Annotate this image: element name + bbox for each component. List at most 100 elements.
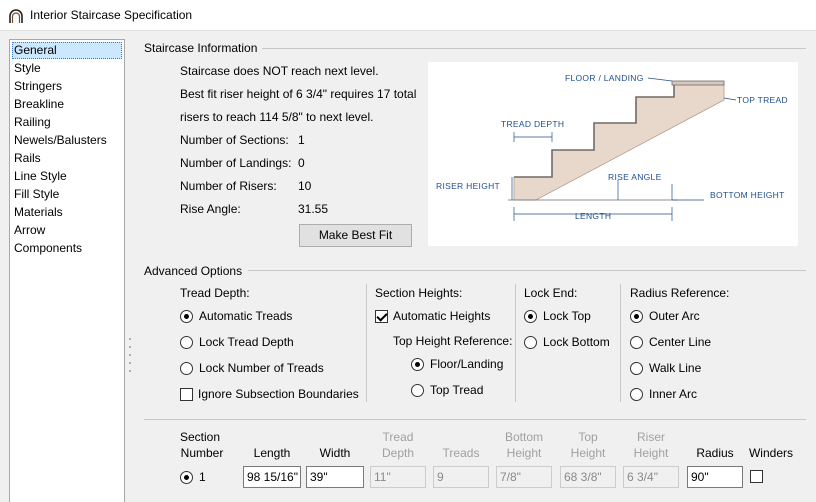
lock-number-of-treads-label[interactable]: Lock Number of Treads [199, 361, 324, 375]
diagram-rise-angle-label: RISE ANGLE [608, 172, 662, 182]
staircase-info-heading: Staircase Information [144, 41, 258, 55]
sidebar-item-materials[interactable]: Materials [14, 205, 63, 219]
status-message-line2: Best fit riser height of 6 3/4" requires… [180, 87, 417, 101]
divider [262, 48, 806, 49]
lock-tread-depth-radio[interactable] [180, 336, 193, 349]
divider [248, 270, 806, 271]
outer-arc-radio[interactable] [630, 310, 643, 323]
header-riser: Riser [636, 430, 665, 444]
center-line-label[interactable]: Center Line [649, 335, 712, 349]
window-title: Interior Staircase Specification [30, 8, 193, 22]
ignore-subsection-checkbox[interactable] [180, 388, 193, 401]
treads-input: 9 [433, 466, 489, 488]
section-1-radio[interactable] [180, 471, 193, 484]
title-bar: Interior Staircase Specification [0, 0, 816, 31]
diagram-floor-landing-label: FLOOR / LANDING [565, 73, 644, 83]
lock-tread-depth-label[interactable]: Lock Tread Depth [199, 335, 294, 349]
diagram-tread-depth-label: TREAD DEPTH [501, 119, 564, 129]
lock-number-of-treads-radio[interactable] [180, 362, 193, 375]
sidebar-item-line-style[interactable]: Line Style [14, 169, 67, 183]
staircase-diagram: FLOOR / LANDING TOP TREAD TREAD DEPTH RI… [428, 62, 798, 246]
center-line-radio[interactable] [630, 336, 643, 349]
inner-arc-label[interactable]: Inner Arc [649, 387, 698, 401]
status-message-line3: risers to reach 114 5/8" to next level. [180, 110, 374, 124]
top-tread-label[interactable]: Top Tread [430, 383, 484, 397]
header-winders: Winders [748, 446, 793, 460]
lock-end-label: Lock End: [524, 286, 578, 300]
header-radius: Radius [696, 446, 734, 460]
sidebar-item-rails[interactable]: Rails [14, 151, 41, 165]
walk-line-label[interactable]: Walk Line [649, 361, 702, 375]
header-treads: Treads [442, 446, 480, 460]
header-width: Width [319, 446, 351, 460]
panel-splitter[interactable] [128, 338, 132, 374]
header-number: Number [180, 446, 224, 460]
header-bottom: Bottom [504, 430, 543, 444]
divider [144, 419, 806, 420]
header-riser-height: Height [633, 446, 669, 460]
floor-landing-label[interactable]: Floor/Landing [430, 357, 504, 371]
sections-label: Number of Sections: [180, 133, 289, 147]
diagram-length-label: LENGTH [575, 211, 611, 221]
landings-value: 0 [298, 156, 305, 170]
diagram-top-tread-label: TOP TREAD [737, 95, 788, 105]
section-heights-label: Section Heights: [375, 286, 463, 300]
sidebar-item-breakline[interactable]: Breakline [14, 97, 65, 111]
divider [620, 284, 621, 402]
app-arch-icon [9, 9, 23, 23]
advanced-options-heading: Advanced Options [144, 264, 243, 278]
sidebar-item-style[interactable]: Style [14, 61, 41, 75]
walk-line-radio[interactable] [630, 362, 643, 375]
automatic-heights-checkbox[interactable] [375, 310, 388, 323]
lock-top-label[interactable]: Lock Top [543, 309, 591, 323]
bottom-height-input: 7/8" [496, 466, 552, 488]
winders-checkbox[interactable] [750, 470, 763, 483]
sidebar-item-railing[interactable]: Railing [14, 115, 51, 129]
header-depth: Depth [381, 446, 415, 460]
sidebar-item-general[interactable]: General [12, 42, 122, 59]
sidebar-item-components[interactable]: Components [14, 241, 83, 255]
inner-arc-radio[interactable] [630, 388, 643, 401]
lock-bottom-radio[interactable] [524, 336, 537, 349]
length-input[interactable]: 98 15/16" [243, 466, 301, 488]
radius-input[interactable]: 90" [687, 466, 743, 488]
sidebar-item-stringers[interactable]: Stringers [14, 79, 63, 93]
tread-depth-label: Tread Depth: [180, 286, 250, 300]
sections-value: 1 [298, 133, 305, 147]
diagram-riser-height-label: RISER HEIGHT [436, 181, 500, 191]
header-section: Section [179, 430, 221, 444]
sidebar-item-newels-balusters[interactable]: Newels/Balusters [14, 133, 107, 147]
category-list[interactable]: General Style Stringers Breakline Railin… [9, 39, 125, 502]
rise-angle-value: 31.55 [298, 202, 329, 216]
automatic-treads-radio[interactable] [180, 310, 193, 323]
divider [515, 284, 516, 402]
ignore-subsection-label[interactable]: Ignore Subsection Boundaries [198, 387, 359, 401]
top-height-input: 68 3/8" [560, 466, 616, 488]
header-top-height: Height [570, 446, 606, 460]
landings-label: Number of Landings: [180, 156, 292, 170]
automatic-heights-label[interactable]: Automatic Heights [393, 309, 491, 323]
lock-top-radio[interactable] [524, 310, 537, 323]
top-height-reference-label: Top Height Reference: [393, 334, 513, 348]
make-best-fit-button[interactable]: Make Best Fit [299, 224, 412, 247]
sidebar-item-fill-style[interactable]: Fill Style [14, 187, 60, 201]
header-tread: Tread [382, 430, 414, 444]
diagram-bottom-height-label: BOTTOM HEIGHT [710, 190, 785, 200]
automatic-treads-label[interactable]: Automatic Treads [199, 309, 293, 323]
header-length: Length [253, 446, 291, 460]
risers-label: Number of Risers: [180, 179, 277, 193]
tread-depth-input: 11" [370, 466, 426, 488]
radius-reference-label: Radius Reference: [630, 286, 730, 300]
status-message-line1: Staircase does NOT reach next level. [180, 64, 379, 78]
width-input[interactable]: 39" [306, 466, 364, 488]
riser-height-input: 6 3/4" [623, 466, 679, 488]
top-tread-radio[interactable] [411, 384, 424, 397]
divider [366, 284, 367, 402]
outer-arc-label[interactable]: Outer Arc [649, 309, 700, 323]
lock-bottom-label[interactable]: Lock Bottom [543, 335, 610, 349]
sidebar-item-arrow[interactable]: Arrow [14, 223, 46, 237]
floor-landing-radio[interactable] [411, 358, 424, 371]
rise-angle-label: Rise Angle: [180, 202, 241, 216]
section-number: 1 [199, 470, 206, 484]
header-top: Top [578, 430, 598, 444]
